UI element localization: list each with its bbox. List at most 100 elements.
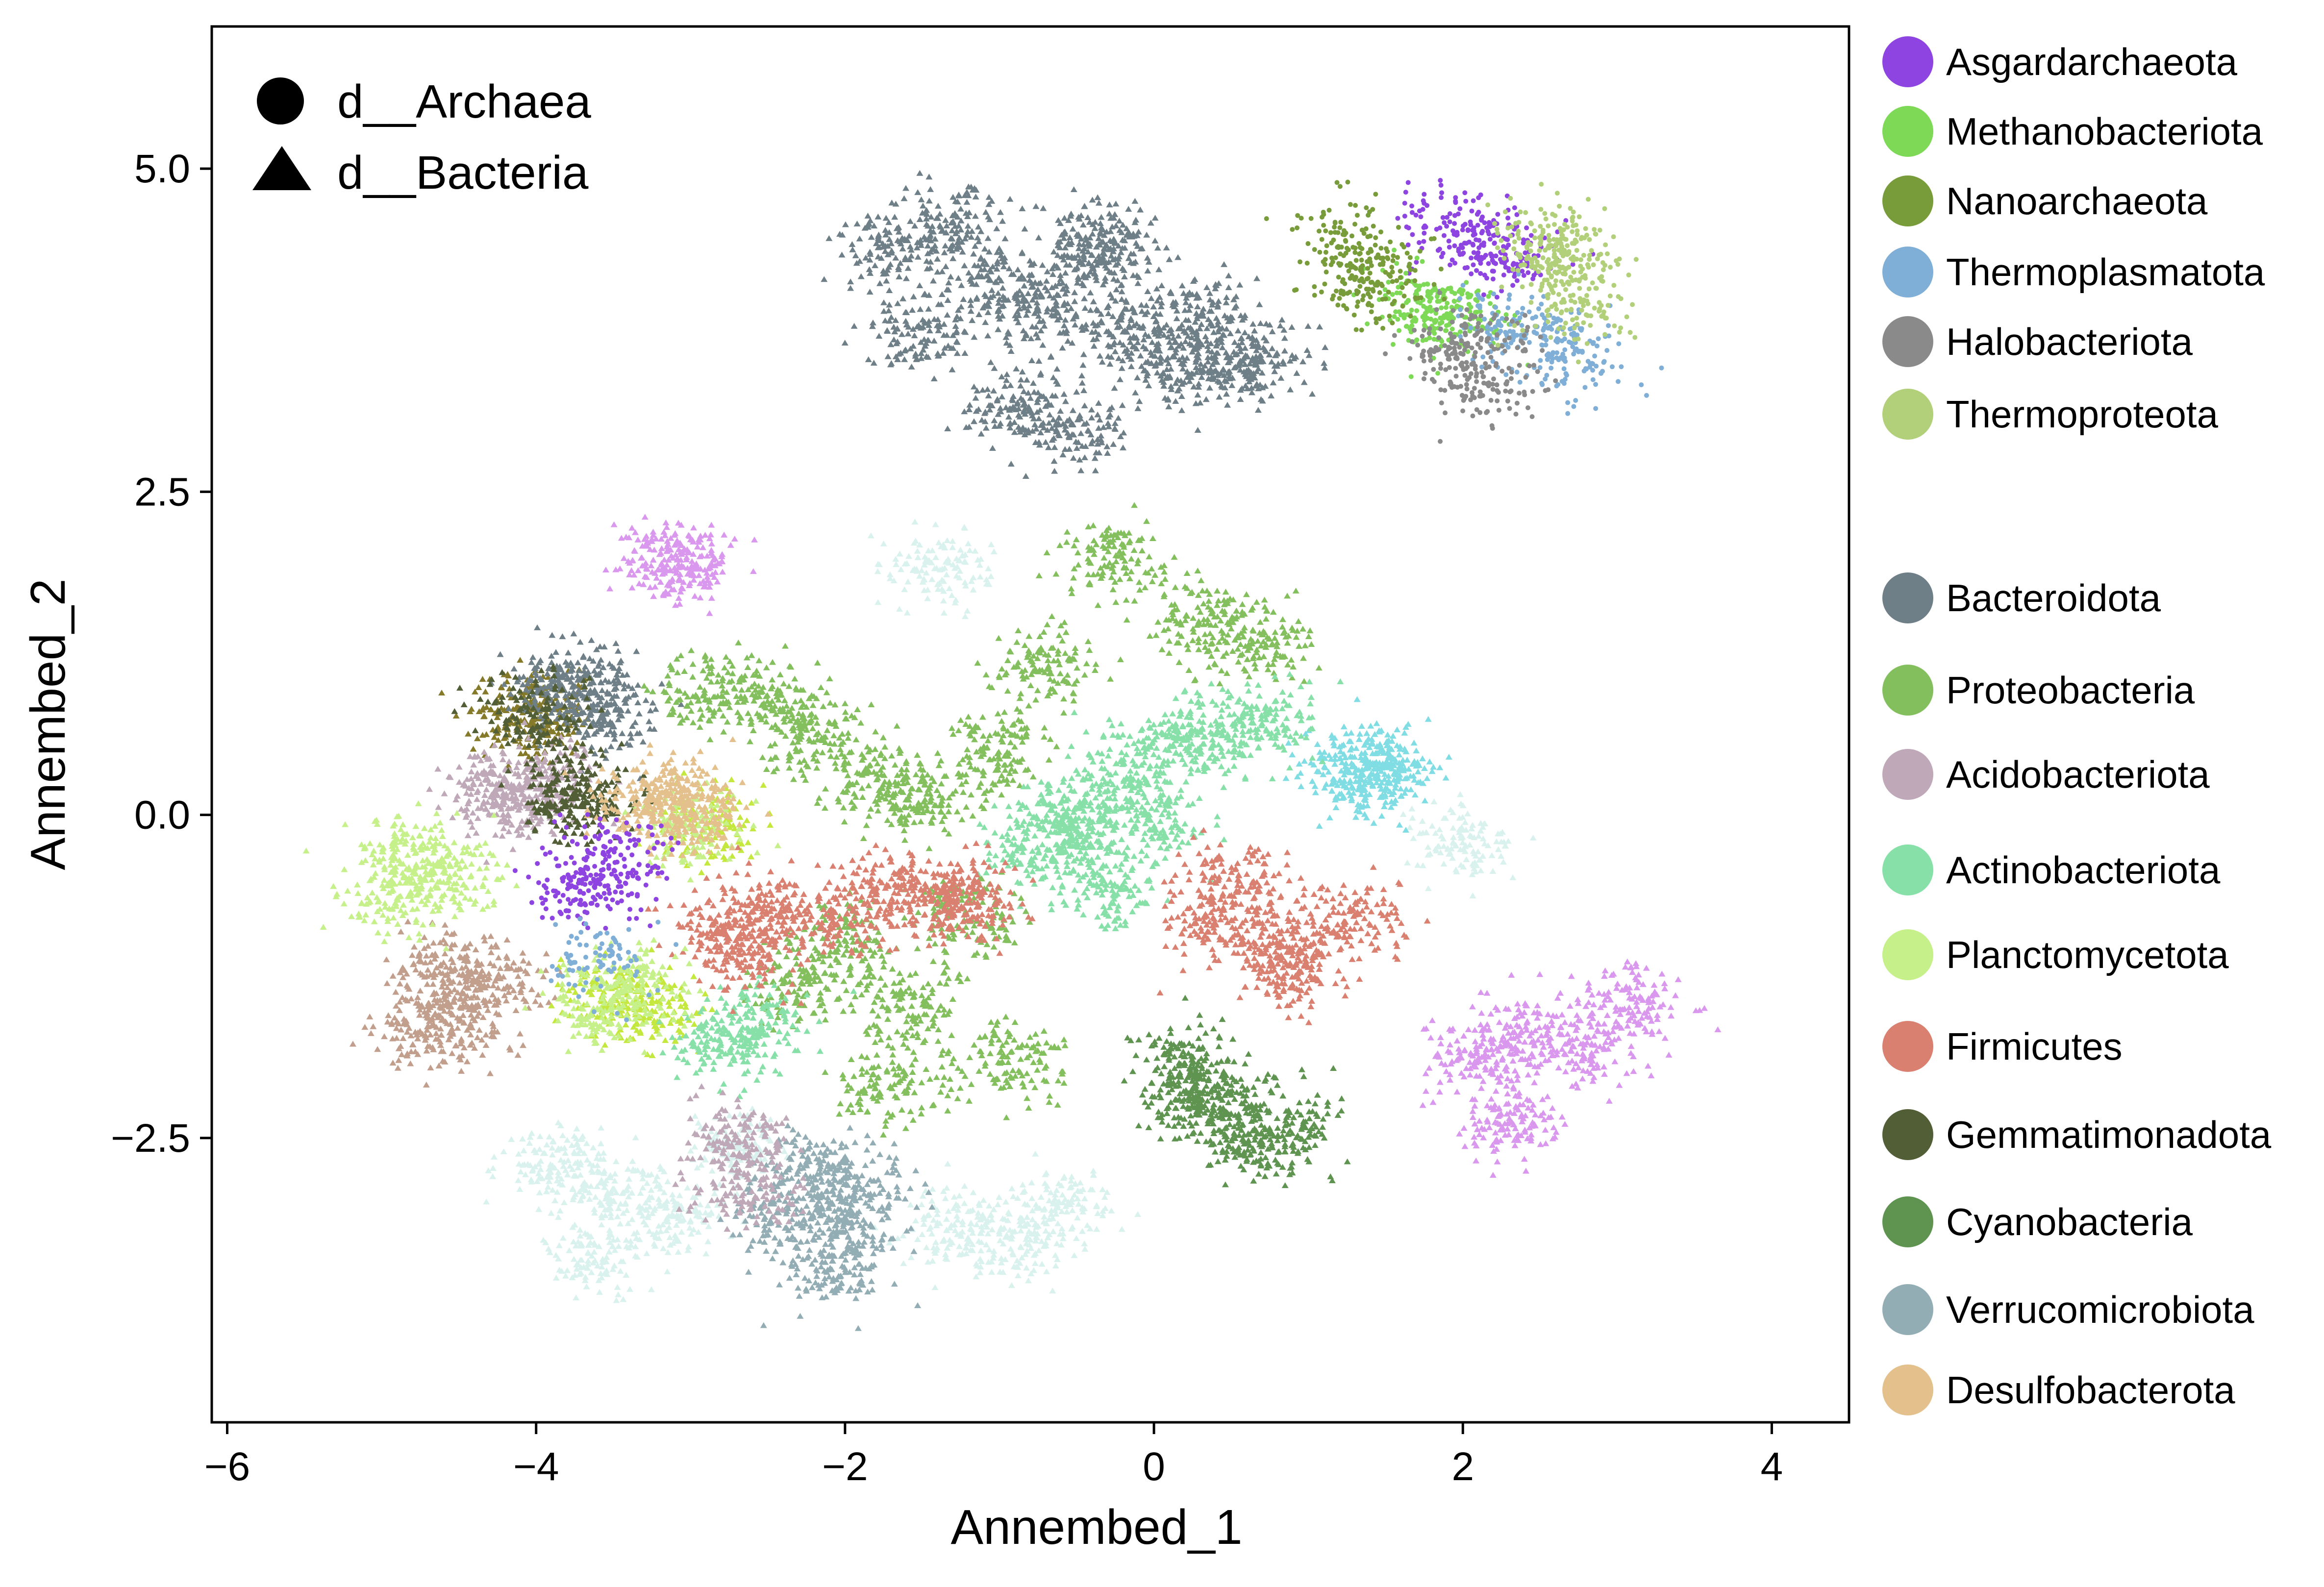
data-point	[694, 1165, 701, 1171]
data-point	[570, 1239, 577, 1244]
data-point	[886, 571, 894, 577]
data-point	[1561, 1041, 1569, 1047]
data-point	[1501, 1024, 1509, 1031]
data-point	[540, 1150, 547, 1156]
data-point	[606, 1239, 613, 1245]
data-point	[942, 1195, 949, 1201]
data-point	[643, 1180, 650, 1186]
data-point	[1446, 849, 1453, 855]
data-point	[1531, 1079, 1538, 1086]
data-point	[1500, 839, 1508, 845]
data-point	[985, 565, 992, 571]
data-point	[598, 1201, 605, 1207]
data-point	[964, 607, 971, 614]
data-point	[1516, 1023, 1523, 1029]
data-point	[1483, 1021, 1491, 1027]
data-point	[1579, 1075, 1586, 1082]
data-point	[928, 1197, 936, 1204]
data-point	[1040, 1206, 1047, 1213]
data-point	[1631, 993, 1638, 999]
data-point	[953, 563, 961, 570]
data-point	[1538, 1049, 1545, 1056]
data-point	[1557, 990, 1564, 996]
data-point	[601, 1270, 608, 1276]
data-point	[1661, 985, 1669, 992]
data-point	[1630, 1012, 1638, 1018]
data-point	[578, 1242, 585, 1249]
data-point	[931, 565, 938, 571]
data-point	[1099, 1212, 1106, 1218]
data-point	[1502, 1040, 1509, 1046]
data-point	[1613, 985, 1620, 991]
data-point	[528, 1178, 535, 1185]
data-point	[1498, 853, 1505, 859]
data-point	[1569, 1083, 1576, 1089]
data-point	[1456, 791, 1464, 797]
data-point	[576, 1233, 584, 1239]
data-point	[613, 1297, 620, 1303]
data-point	[1580, 1053, 1588, 1059]
data-point	[1485, 1027, 1492, 1033]
data-point	[919, 1192, 926, 1199]
data-point	[1040, 1218, 1048, 1225]
data-point	[590, 1144, 597, 1150]
data-point	[1005, 1209, 1012, 1215]
data-point	[1624, 1022, 1631, 1029]
data-point	[617, 1268, 624, 1274]
data-point	[1479, 823, 1486, 830]
data-point	[1448, 1027, 1455, 1034]
data-point	[1043, 1186, 1050, 1192]
data-point	[1058, 1225, 1066, 1232]
data-point	[988, 1258, 995, 1265]
data-point	[702, 1250, 710, 1257]
data-point	[627, 1242, 635, 1248]
data-point	[1587, 1053, 1595, 1059]
data-point	[1050, 1215, 1057, 1221]
data-point	[1440, 861, 1448, 867]
data-point	[1471, 850, 1478, 857]
data-point	[537, 1158, 545, 1164]
data-point	[1118, 1226, 1125, 1232]
data-point	[1475, 1054, 1482, 1060]
data-point	[526, 1134, 534, 1140]
data-point	[1516, 1090, 1523, 1096]
data-point	[1078, 1228, 1086, 1234]
data-point	[1442, 815, 1449, 821]
data-point	[1001, 1256, 1009, 1262]
data-point	[649, 1210, 656, 1216]
data-point	[990, 1248, 998, 1254]
data-point	[1484, 842, 1492, 848]
data-point	[1447, 1076, 1454, 1083]
data-point	[1008, 1282, 1015, 1288]
data-point	[1008, 1185, 1016, 1191]
data-point	[952, 596, 959, 603]
data-point	[662, 1217, 670, 1224]
data-point	[967, 1247, 975, 1253]
data-point	[912, 538, 919, 544]
data-point	[1052, 1252, 1059, 1258]
data-point	[1493, 1059, 1500, 1065]
data-point	[1469, 1108, 1476, 1114]
data-point	[1561, 1050, 1568, 1057]
data-point	[969, 1207, 976, 1213]
data-point	[1617, 1011, 1624, 1017]
data-point	[1042, 1171, 1049, 1177]
data-point	[1414, 862, 1422, 868]
data-point	[1492, 1065, 1499, 1071]
data-point	[1437, 849, 1444, 855]
data-point	[1429, 1099, 1437, 1105]
data-point	[1510, 1084, 1517, 1090]
data-point	[1060, 1175, 1067, 1181]
data-point	[944, 1161, 951, 1166]
data-point	[1600, 1064, 1608, 1070]
data-point	[741, 1145, 748, 1151]
data-point	[1478, 1027, 1485, 1033]
data-point	[1493, 1045, 1500, 1051]
data-point	[588, 1252, 596, 1259]
data-point	[965, 540, 972, 546]
data-point	[940, 588, 948, 594]
data-point	[546, 1249, 553, 1255]
data-point	[1594, 1065, 1601, 1071]
data-point	[1053, 1240, 1061, 1246]
data-point	[1464, 810, 1472, 817]
